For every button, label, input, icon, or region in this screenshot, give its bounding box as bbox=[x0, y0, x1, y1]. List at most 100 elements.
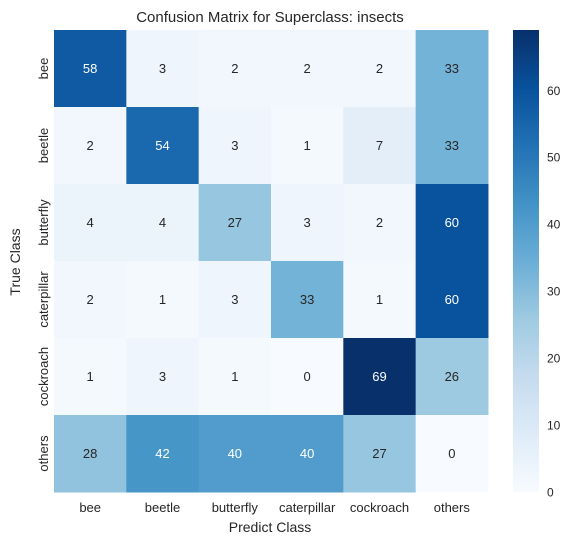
cell-value-label: 58 bbox=[83, 61, 97, 76]
cell-value-label: 7 bbox=[376, 138, 383, 153]
heatmap-cell-labels: 58 3 2 2 2 332 54 3 1 7 334 4 27 3 2 602 1 3 33 1 601 3 1 0 69 26… bbox=[83, 61, 459, 461]
heatmap-cell bbox=[198, 184, 272, 262]
cell-value-label: 60 bbox=[445, 215, 459, 230]
cell-value-label: 1 bbox=[304, 138, 311, 153]
cell-value-label: 2 bbox=[87, 138, 94, 153]
heatmap-cell bbox=[343, 107, 417, 185]
colorbar-tick-label: 60 bbox=[547, 84, 561, 98]
heatmap-cell bbox=[54, 338, 127, 416]
colorbar-tick-label: 10 bbox=[547, 419, 561, 433]
cell-value-label: 2 bbox=[87, 292, 94, 307]
x-tick-label: beetle bbox=[145, 500, 180, 515]
colorbar bbox=[513, 30, 539, 492]
heatmap-cell bbox=[343, 338, 417, 416]
cell-value-label: 27 bbox=[372, 446, 386, 461]
heatmap-cell bbox=[126, 107, 200, 185]
chart-title: Confusion Matrix for Superclass: insects bbox=[136, 9, 404, 26]
heatmap-cell bbox=[270, 107, 344, 185]
y-tick-label: beetle bbox=[36, 128, 51, 163]
cell-value-label: 3 bbox=[304, 215, 311, 230]
y-tick-label: others bbox=[36, 435, 51, 472]
heatmap-cell bbox=[54, 30, 127, 108]
x-tick-label: cockroach bbox=[350, 500, 409, 515]
colorbar-tick-label: 30 bbox=[547, 285, 561, 299]
heatmap-cell bbox=[54, 107, 127, 185]
heatmap-cell bbox=[54, 261, 127, 339]
heatmap-cell bbox=[198, 261, 272, 339]
colorbar-ticks: 0 10 20 30 40 50 60 bbox=[547, 84, 561, 500]
cell-value-label: 0 bbox=[304, 369, 311, 384]
heatmap-cell bbox=[126, 338, 200, 416]
x-tick-label: butterfly bbox=[212, 500, 259, 515]
heatmap-cell bbox=[343, 184, 417, 262]
y-axis-ticks: bee beetle butterfly caterpillar cockroach ot… bbox=[36, 58, 51, 472]
heatmap-cell bbox=[54, 415, 127, 493]
heatmap-cell bbox=[270, 184, 344, 262]
heatmap-cell bbox=[270, 30, 344, 108]
cell-value-label: 33 bbox=[300, 292, 314, 307]
heatmap-cell bbox=[343, 261, 417, 339]
cell-value-label: 28 bbox=[83, 446, 97, 461]
cell-value-label: 26 bbox=[445, 369, 459, 384]
heatmap-cell bbox=[415, 338, 489, 416]
heatmap-cell bbox=[270, 261, 344, 339]
y-tick-label: caterpillar bbox=[36, 271, 51, 328]
cell-value-label: 1 bbox=[231, 369, 238, 384]
cell-value-label: 60 bbox=[445, 292, 459, 307]
colorbar-tick-label: 40 bbox=[547, 218, 561, 232]
cell-value-label: 2 bbox=[376, 61, 383, 76]
cell-value-label: 2 bbox=[376, 215, 383, 230]
cell-value-label: 40 bbox=[228, 446, 242, 461]
x-tick-label: bee bbox=[79, 500, 101, 515]
heatmap-cells bbox=[54, 30, 489, 493]
heatmap-cell bbox=[126, 261, 200, 339]
cell-value-label: 40 bbox=[300, 446, 314, 461]
colorbar-tick-label: 20 bbox=[547, 352, 561, 366]
heatmap-cell bbox=[198, 338, 272, 416]
cell-value-label: 2 bbox=[231, 61, 238, 76]
heatmap-cell bbox=[270, 338, 344, 416]
cell-value-label: 0 bbox=[448, 446, 455, 461]
heatmap-cell bbox=[198, 30, 272, 108]
cell-value-label: 1 bbox=[87, 369, 94, 384]
colorbar-tick-label: 50 bbox=[547, 151, 561, 165]
heatmap-cell bbox=[126, 415, 200, 493]
y-tick-label: butterfly bbox=[36, 199, 51, 246]
heatmap-cell bbox=[270, 415, 344, 493]
colorbar-tick-label: 0 bbox=[547, 486, 554, 500]
x-tick-label: others bbox=[434, 500, 471, 515]
cell-value-label: 1 bbox=[376, 292, 383, 307]
cell-value-label: 4 bbox=[159, 215, 166, 230]
heatmap-cell bbox=[54, 184, 127, 262]
heatmap-cell bbox=[415, 30, 489, 108]
cell-value-label: 4 bbox=[87, 215, 94, 230]
heatmap-cell bbox=[198, 107, 272, 185]
cell-value-label: 3 bbox=[159, 369, 166, 384]
heatmap-cell bbox=[198, 415, 272, 493]
cell-value-label: 33 bbox=[445, 61, 459, 76]
heatmap-cell bbox=[415, 184, 489, 262]
cell-value-label: 3 bbox=[231, 138, 238, 153]
heatmap-cell bbox=[126, 30, 200, 108]
y-tick-label: bee bbox=[36, 58, 51, 80]
heatmap-cell bbox=[343, 30, 417, 108]
cell-value-label: 69 bbox=[372, 369, 386, 384]
cell-value-label: 42 bbox=[155, 446, 169, 461]
cell-value-label: 1 bbox=[159, 292, 166, 307]
x-axis-label: Predict Class bbox=[229, 519, 311, 535]
heatmap-cell bbox=[126, 184, 200, 262]
x-tick-label: caterpillar bbox=[279, 500, 336, 515]
cell-value-label: 33 bbox=[445, 138, 459, 153]
cell-value-label: 2 bbox=[304, 61, 311, 76]
cell-value-label: 3 bbox=[231, 292, 238, 307]
heatmap-cell bbox=[343, 415, 417, 493]
x-axis-ticks: bee beetle butterfly caterpillar cockroach ot… bbox=[79, 500, 470, 515]
y-axis-label: True Class bbox=[7, 228, 23, 295]
cell-value-label: 3 bbox=[159, 61, 166, 76]
heatmap-cell bbox=[415, 107, 489, 185]
cell-value-label: 54 bbox=[155, 138, 169, 153]
heatmap-cell bbox=[415, 261, 489, 339]
cell-value-label: 27 bbox=[228, 215, 242, 230]
heatmap-cell bbox=[415, 415, 489, 493]
